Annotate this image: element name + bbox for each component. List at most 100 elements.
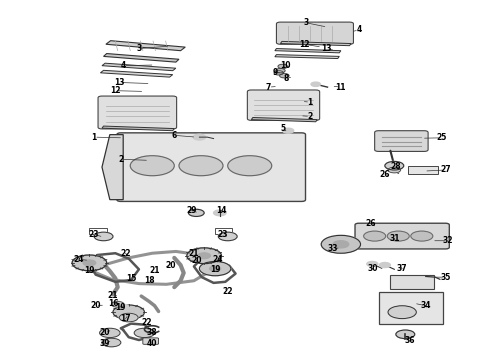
Circle shape	[388, 167, 401, 173]
Text: 13: 13	[320, 44, 331, 53]
Circle shape	[311, 82, 320, 86]
FancyBboxPatch shape	[379, 292, 443, 324]
Text: 26: 26	[366, 219, 376, 228]
Circle shape	[396, 330, 415, 339]
Text: 21: 21	[189, 249, 199, 258]
Circle shape	[198, 253, 210, 258]
Circle shape	[118, 304, 129, 309]
Circle shape	[364, 231, 386, 241]
FancyBboxPatch shape	[117, 133, 305, 202]
Text: 38: 38	[147, 328, 158, 337]
Polygon shape	[102, 126, 174, 131]
Circle shape	[387, 231, 409, 241]
Text: 21: 21	[149, 266, 160, 275]
Text: 20: 20	[91, 301, 101, 310]
Polygon shape	[102, 135, 123, 200]
Text: 27: 27	[440, 166, 451, 175]
Text: 9: 9	[272, 68, 277, 77]
Text: 33: 33	[328, 244, 338, 253]
Circle shape	[102, 338, 121, 347]
Circle shape	[411, 231, 433, 241]
Circle shape	[179, 156, 223, 176]
FancyBboxPatch shape	[355, 223, 449, 249]
Circle shape	[94, 232, 113, 241]
Circle shape	[111, 301, 124, 307]
Text: 19: 19	[84, 266, 95, 275]
Text: 12: 12	[110, 86, 121, 95]
Circle shape	[274, 71, 284, 75]
Text: 7: 7	[266, 83, 271, 92]
Text: 5: 5	[280, 125, 285, 134]
Text: 21: 21	[108, 291, 118, 300]
Text: 19: 19	[210, 265, 220, 274]
Circle shape	[130, 156, 174, 176]
Text: 2: 2	[118, 155, 123, 164]
Polygon shape	[251, 117, 318, 122]
Text: 1: 1	[308, 98, 313, 107]
Circle shape	[218, 232, 237, 241]
FancyBboxPatch shape	[143, 338, 159, 344]
Text: 23: 23	[218, 230, 228, 239]
Circle shape	[113, 305, 145, 319]
Text: 6: 6	[172, 131, 177, 140]
Circle shape	[333, 241, 349, 248]
Circle shape	[72, 255, 107, 271]
Text: 22: 22	[222, 287, 233, 296]
Text: 20: 20	[100, 328, 110, 337]
Text: 40: 40	[147, 339, 157, 348]
Text: 30: 30	[367, 264, 378, 273]
Text: 16: 16	[108, 299, 118, 308]
Polygon shape	[106, 41, 185, 51]
Circle shape	[214, 210, 226, 216]
Circle shape	[283, 128, 294, 133]
FancyBboxPatch shape	[276, 22, 353, 44]
FancyBboxPatch shape	[98, 96, 176, 129]
Circle shape	[189, 209, 204, 216]
Text: 4: 4	[356, 26, 362, 35]
Text: 24: 24	[73, 255, 84, 264]
Text: 37: 37	[397, 264, 408, 273]
Polygon shape	[275, 49, 341, 53]
Text: 29: 29	[186, 206, 197, 215]
Text: 32: 32	[442, 236, 453, 245]
Text: 14: 14	[216, 206, 227, 215]
FancyBboxPatch shape	[409, 166, 439, 174]
Polygon shape	[102, 63, 176, 71]
Circle shape	[280, 73, 289, 78]
Circle shape	[385, 161, 404, 170]
FancyBboxPatch shape	[391, 275, 434, 289]
Text: 25: 25	[436, 133, 447, 142]
Circle shape	[99, 328, 120, 338]
Circle shape	[276, 68, 285, 73]
Text: 35: 35	[440, 273, 451, 282]
Circle shape	[134, 328, 155, 338]
Text: 1: 1	[92, 132, 97, 141]
Text: 4: 4	[121, 61, 126, 70]
FancyBboxPatch shape	[215, 228, 232, 234]
Circle shape	[379, 262, 391, 267]
Text: 20: 20	[191, 256, 201, 265]
Circle shape	[119, 313, 138, 322]
Text: 39: 39	[100, 339, 110, 348]
Circle shape	[228, 156, 272, 176]
FancyBboxPatch shape	[89, 228, 107, 234]
Circle shape	[187, 248, 221, 264]
Text: 3: 3	[136, 44, 142, 53]
Polygon shape	[275, 55, 339, 59]
Text: 22: 22	[121, 249, 131, 258]
Text: 31: 31	[389, 234, 399, 243]
Polygon shape	[103, 54, 179, 62]
Circle shape	[388, 306, 416, 319]
Text: 17: 17	[120, 314, 131, 323]
Text: 20: 20	[165, 261, 175, 270]
Text: 2: 2	[308, 112, 313, 121]
Text: 23: 23	[89, 230, 99, 239]
Text: 28: 28	[391, 162, 401, 171]
Text: 19: 19	[116, 303, 126, 312]
Text: 18: 18	[144, 275, 154, 284]
Text: 3: 3	[304, 18, 309, 27]
FancyBboxPatch shape	[247, 90, 319, 120]
Polygon shape	[100, 70, 172, 77]
Circle shape	[367, 261, 378, 266]
Circle shape	[83, 260, 96, 266]
